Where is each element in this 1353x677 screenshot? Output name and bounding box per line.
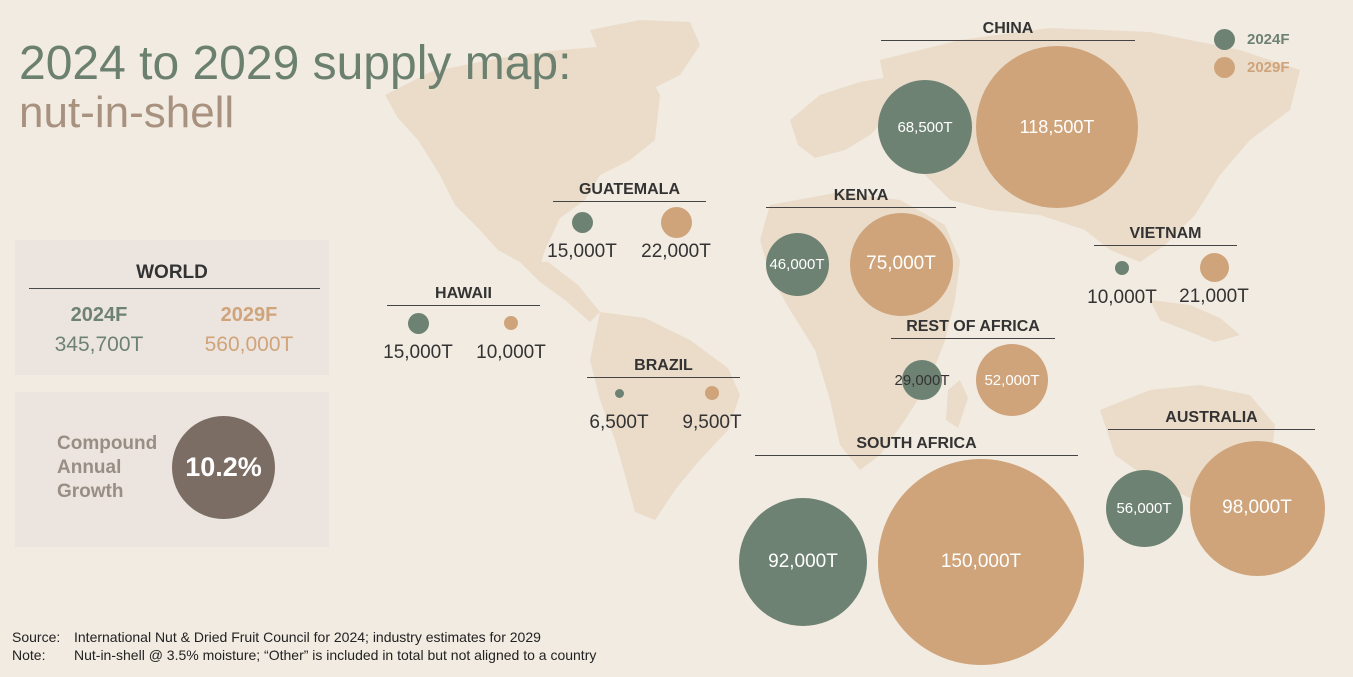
region-label-brazil: BRAZIL: [634, 357, 693, 374]
legend-label-2029: 2029F: [1247, 58, 1290, 76]
cagr-panel: Compound Annual Growth 10.2%: [15, 392, 329, 547]
region-label-kenya: KENYA: [833, 187, 889, 204]
bubble-guatemala-2029: [660, 206, 692, 238]
legend-swatch-2029: [1214, 56, 1235, 78]
world-2024-column: 2024F 345,700T: [29, 304, 169, 357]
region-label-guatemala: GUATEMALA: [578, 181, 681, 198]
note-text: Nut-in-shell @ 3.5% moisture; “Other” is…: [74, 647, 597, 663]
region-label-rest-of-africa: REST OF AFRICA: [906, 318, 1040, 335]
page-subtitle: nut-in-shell: [19, 88, 235, 137]
bubble-australia-2024: 56,000T: [1105, 469, 1183, 547]
cagr-value-circle: 10.2%: [172, 416, 275, 519]
region-label-australia: AUSTRALIA: [1165, 409, 1258, 426]
bubble-china-2029: 118,500T: [976, 46, 1138, 208]
bubble-australia-2029: 98,000T: [1189, 440, 1325, 576]
source-text: International Nut & Dried Fruit Council …: [74, 629, 541, 645]
region-underline-south-africa: [755, 455, 1078, 456]
bubble-rest-of-africa-2029: 52,000T: [976, 344, 1048, 416]
region-label-south-africa: SOUTH AFRICA: [856, 435, 977, 452]
world-summary-panel: WORLD 2024F 345,700T 2029F 560,000T: [15, 240, 329, 375]
world-title: WORLD: [136, 262, 208, 283]
world-2024-label: 2024F: [70, 304, 128, 326]
note-footnote: Note: Nut-in-shell @ 3.5% moisture; “Othe…: [12, 647, 596, 663]
world-2024-value: 345,700T: [54, 333, 144, 356]
note-key: Note:: [12, 647, 46, 663]
region-label-hawaii: HAWAII: [435, 285, 492, 302]
bubble-vietnam-2029: [1199, 252, 1229, 282]
cagr-label-line: Growth: [57, 481, 124, 502]
legend: 2024F 2029F: [1214, 28, 1290, 84]
region-label-vietnam: VIETNAM: [1129, 225, 1202, 242]
legend-item-2029: 2029F: [1214, 56, 1290, 78]
region-underline-guatemala: [553, 201, 706, 202]
region-underline-china: [881, 40, 1135, 41]
bubble-china-2024: 68,500T: [878, 80, 972, 174]
world-2029-label: 2029F: [220, 304, 278, 326]
legend-label-2024: 2024F: [1247, 30, 1290, 48]
region-underline-australia: [1108, 429, 1315, 430]
value-brazil-2029: 9,500T: [682, 412, 742, 433]
source-key: Source:: [12, 629, 61, 645]
region-underline-kenya: [766, 207, 956, 208]
cagr-label-line: Compound: [57, 433, 158, 454]
value-vietnam-2024: 10,000T: [1087, 287, 1157, 308]
bubble-hawaii-2024: [407, 312, 429, 334]
bubble-brazil-2024: [614, 388, 624, 398]
legend-item-2024: 2024F: [1214, 28, 1290, 50]
region-label-china: CHINA: [982, 20, 1034, 37]
bubble-brazil-2029: [705, 386, 719, 400]
bubble-hawaii-2029: [504, 316, 518, 330]
bubble-vietnam-2024: [1115, 261, 1129, 275]
bubble-kenya-2024: 46,000T: [765, 232, 829, 296]
value-vietnam-2029: 21,000T: [1179, 286, 1249, 307]
world-2029-value: 560,000T: [204, 333, 294, 356]
bubble-kenya-2029: 75,000T: [849, 212, 953, 316]
page-title: 2024 to 2029 supply map:: [19, 37, 572, 90]
value-guatemala-2029: 22,000T: [641, 241, 711, 262]
legend-swatch-2024: [1214, 28, 1235, 50]
bubble-rest-of-africa-2024: 29,000T: [894, 360, 950, 400]
bubble-south-africa-2024: 92,000T: [739, 498, 867, 626]
bubble-guatemala-2024: [571, 211, 593, 233]
value-hawaii-2029: 10,000T: [476, 342, 546, 363]
cagr-label: Compound Annual Growth: [57, 432, 157, 504]
cagr-label-line: Annual: [57, 457, 122, 478]
bubble-south-africa-2029: 150,000T: [878, 459, 1084, 665]
source-footnote: Source: International Nut & Dried Fruit C…: [12, 629, 541, 645]
value-hawaii-2024: 15,000T: [383, 342, 453, 363]
world-2029-column: 2029F 560,000T: [179, 304, 319, 357]
region-underline-brazil: [587, 377, 740, 378]
region-underline-vietnam: [1094, 245, 1237, 246]
region-underline-hawaii: [387, 305, 540, 306]
world-divider: [29, 288, 320, 289]
region-underline-rest-of-africa: [891, 338, 1055, 339]
value-brazil-2024: 6,500T: [589, 412, 649, 433]
value-guatemala-2024: 15,000T: [547, 241, 617, 262]
